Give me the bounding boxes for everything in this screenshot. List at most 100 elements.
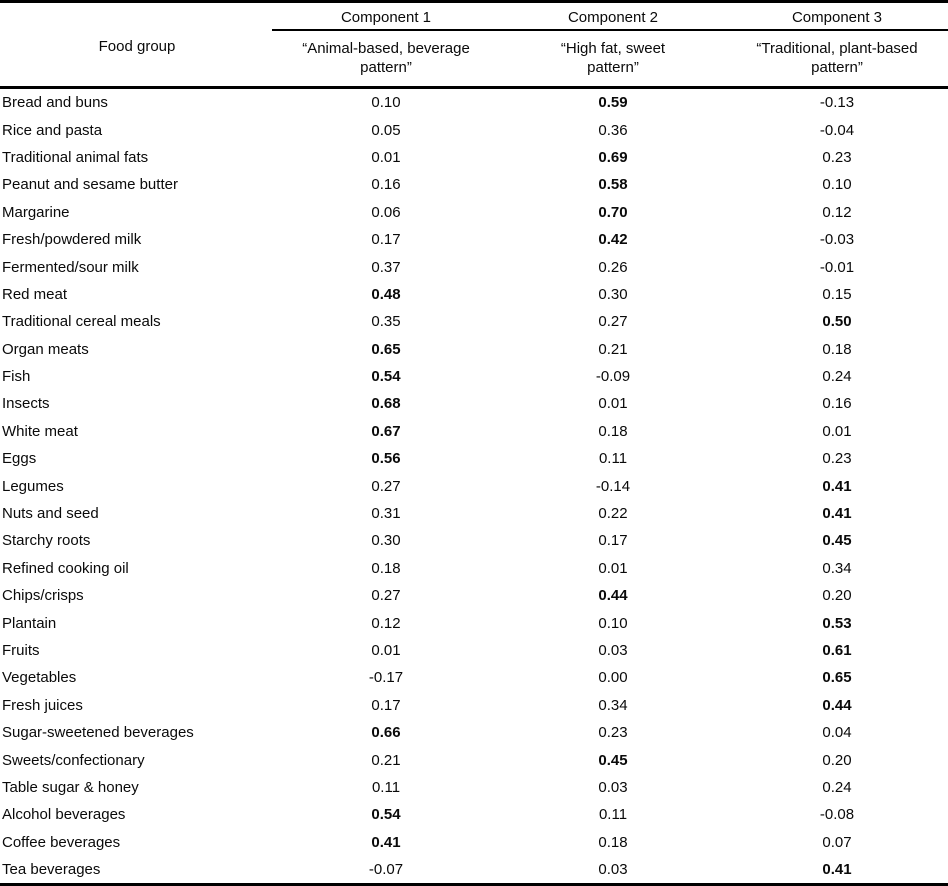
- food-group-cell: Fermented/sour milk: [2, 258, 139, 276]
- food-group-cell: Refined cooking oil: [2, 559, 129, 577]
- loading-cell-component-2: 0.11: [598, 450, 628, 468]
- loading-cell-component-2: 0.18: [598, 422, 628, 440]
- loading-cell-component-3: 0.04: [822, 724, 852, 742]
- loading-cell-component-2: 0.03: [598, 861, 628, 879]
- table-row: Vegetables -0.17 0.00 0.65: [0, 664, 948, 691]
- loading-cell-component-2: 0.59: [598, 94, 628, 112]
- food-group-cell: Vegetables: [2, 669, 77, 687]
- loading-cell-component-1: 0.68: [371, 395, 401, 413]
- loading-cell-component-1: 0.21: [371, 751, 401, 769]
- food-group-cell: White meat: [2, 422, 78, 440]
- food-group-cell: Table sugar & honey: [2, 778, 139, 796]
- loading-cell-component-2: 0.18: [598, 833, 628, 851]
- food-group-cell: Starchy roots: [2, 532, 91, 550]
- pattern-label-1: “Animal-based, beverage pattern”: [302, 40, 470, 76]
- food-group-cell: Tea beverages: [2, 861, 101, 879]
- table-row: Organ meats 0.65 0.21 0.18: [0, 336, 948, 363]
- subheader-pattern-component-1: “Animal-based, beverage pattern”: [272, 30, 500, 88]
- food-group-cell: Fresh juices: [2, 696, 83, 714]
- food-group-cell: Rice and pasta: [2, 121, 103, 139]
- food-group-cell: Nuts and seed: [2, 505, 99, 523]
- loading-cell-component-1: 0.17: [371, 231, 401, 249]
- loading-cell-component-2: 0.42: [598, 231, 628, 249]
- loading-cell-component-1: 0.66: [371, 724, 401, 742]
- food-group-cell: Fish: [2, 368, 31, 386]
- loading-cell-component-3: 0.07: [822, 833, 852, 851]
- loading-cell-component-3: 0.65: [822, 669, 852, 687]
- table-row: Table sugar & honey 0.11 0.03 0.24: [0, 774, 948, 801]
- table-row: Red meat 0.48 0.30 0.15: [0, 281, 948, 308]
- column-header-component-3: Component 3: [726, 1, 948, 31]
- loading-cell-component-2: 0.23: [598, 724, 628, 742]
- loading-cell-component-3: 0.23: [822, 148, 852, 166]
- table-row: Fermented/sour milk 0.37 0.26 -0.01: [0, 253, 948, 280]
- food-group-cell: Red meat: [2, 285, 68, 303]
- loading-cell-component-2: 0.11: [598, 806, 628, 824]
- loading-cell-component-3: 0.15: [822, 285, 852, 303]
- food-group-cell: Organ meats: [2, 340, 89, 358]
- loading-cell-component-1: 0.56: [371, 450, 401, 468]
- loading-cell-component-1: -0.07: [368, 861, 404, 879]
- loading-cell-component-1: 0.67: [371, 422, 401, 440]
- loading-cell-component-2: 0.01: [598, 559, 628, 577]
- table-row: Plantain 0.12 0.10 0.53: [0, 609, 948, 636]
- loading-cell-component-1: 0.27: [371, 587, 401, 605]
- pattern-subheader-row: “Animal-based, beverage pattern” “High f…: [0, 30, 948, 88]
- loading-cell-component-1: 0.01: [371, 642, 401, 659]
- loading-cell-component-2: 0.30: [598, 285, 628, 303]
- loading-cell-component-3: -0.01: [819, 258, 855, 276]
- loading-cell-component-1: 0.18: [371, 559, 401, 577]
- table-row: White meat 0.67 0.18 0.01: [0, 418, 948, 445]
- loading-cell-component-3: 0.01: [822, 422, 852, 440]
- loading-cell-component-3: 0.20: [822, 751, 852, 769]
- loading-cell-component-1: 0.12: [371, 614, 401, 632]
- loading-cell-component-2: 0.10: [598, 614, 628, 632]
- loading-cell-component-2: 0.26: [598, 258, 628, 276]
- food-group-cell: Sugar-sweetened beverages: [2, 724, 194, 742]
- loading-cell-component-1: 0.30: [371, 532, 401, 550]
- table-row: Nuts and seed 0.31 0.22 0.41: [0, 500, 948, 527]
- loading-cell-component-2: 0.58: [598, 176, 628, 194]
- loading-cell-component-2: 0.69: [598, 148, 628, 166]
- subheader-pattern-component-2: “High fat, sweet pattern”: [500, 30, 726, 88]
- food-group-cell: Margarine: [2, 203, 70, 221]
- loading-cell-component-3: 0.41: [822, 505, 852, 523]
- food-group-cell: Peanut and sesame butter: [2, 176, 178, 194]
- subheader-pattern-component-3: “Traditional, plant-based pattern”: [726, 30, 948, 88]
- loading-cell-component-2: 0.17: [598, 532, 628, 550]
- loading-cell-component-2: 0.36: [598, 121, 628, 139]
- loading-cell-component-2: 0.34: [598, 696, 628, 714]
- loading-cell-component-2: 0.01: [598, 395, 628, 413]
- pattern-label-3: “Traditional, plant-based pattern”: [756, 40, 918, 76]
- loading-cell-component-2: 0.03: [598, 778, 628, 796]
- loading-cell-component-1: 0.01: [371, 148, 401, 166]
- loading-cell-component-2: 0.70: [598, 203, 628, 221]
- loading-cell-component-3: -0.13: [819, 94, 855, 112]
- food-group-cell: Sweets/confectionary: [2, 751, 145, 769]
- loading-cell-component-2: 0.21: [598, 340, 628, 358]
- table-row: Traditional cereal meals 0.35 0.27 0.50: [0, 308, 948, 335]
- loading-cell-component-3: 0.24: [822, 778, 852, 796]
- loading-cell-component-1: 0.31: [371, 505, 401, 523]
- loading-cell-component-2: -0.14: [595, 477, 631, 495]
- food-group-cell: Alcohol beverages: [2, 806, 126, 824]
- loading-cell-component-2: 0.45: [598, 751, 628, 769]
- loading-cell-component-3: 0.61: [822, 642, 852, 659]
- table-row: Margarine 0.06 0.70 0.12: [0, 199, 948, 226]
- loading-cell-component-3: 0.10: [822, 176, 852, 194]
- loading-cell-component-1: 0.17: [371, 696, 401, 714]
- loading-cell-component-2: 0.27: [598, 313, 628, 331]
- loading-cell-component-2: -0.09: [595, 368, 631, 386]
- table-row: Insects 0.68 0.01 0.16: [0, 390, 948, 417]
- loading-cell-component-3: 0.34: [822, 559, 852, 577]
- table-row: Legumes 0.27 -0.14 0.41: [0, 472, 948, 499]
- food-group-cell: Fruits: [2, 642, 40, 659]
- loading-cell-component-2: 0.44: [598, 587, 628, 605]
- loading-cell-component-3: 0.18: [822, 340, 852, 358]
- table-row: Sugar-sweetened beverages 0.66 0.23 0.04: [0, 719, 948, 746]
- table-row: Chips/crisps 0.27 0.44 0.20: [0, 582, 948, 609]
- loading-cell-component-3: 0.50: [822, 313, 852, 331]
- loading-cell-component-3: 0.16: [822, 395, 852, 413]
- loading-cell-component-3: 0.41: [822, 861, 852, 879]
